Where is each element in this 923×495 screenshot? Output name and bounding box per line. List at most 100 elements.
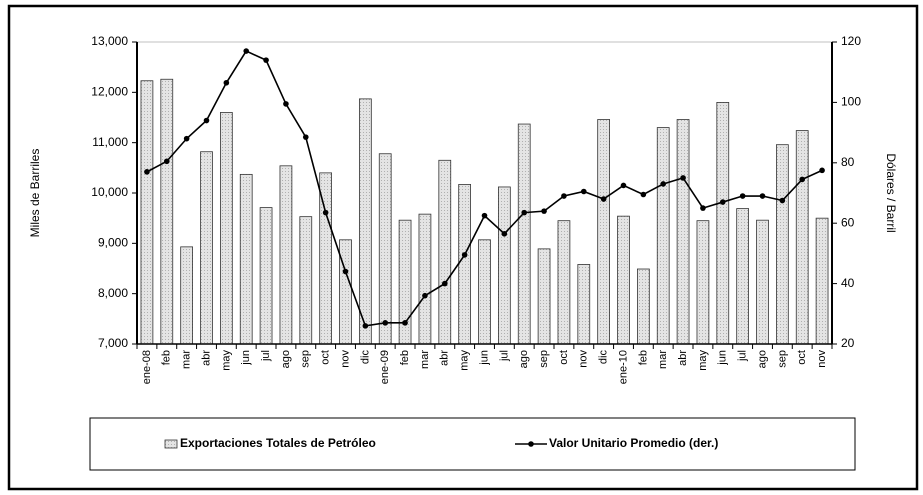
y2-tick-label: 60 [841, 215, 855, 229]
y2-axis-label: Dólares / Barril [884, 153, 898, 232]
x-tick-label: jun [478, 350, 490, 366]
x-tick-label: ene-08 [141, 350, 153, 384]
x-tick-label: mar [419, 350, 431, 369]
bar [656, 127, 670, 345]
y-tick-label: 8,000 [98, 286, 128, 300]
y-tick-label: 7,000 [98, 336, 128, 350]
bar [537, 248, 551, 345]
x-tick-label: sep [776, 350, 788, 368]
point [422, 292, 428, 299]
y-tick-label: 10,000 [91, 185, 128, 199]
y2-tick-label: 80 [841, 155, 855, 169]
x-tick-label: jul [737, 350, 749, 362]
bar [597, 119, 611, 345]
x-tick-label: mar [657, 350, 669, 369]
bar [736, 208, 750, 345]
point [441, 280, 448, 287]
point [660, 181, 667, 187]
bar [517, 123, 531, 345]
point [600, 196, 607, 202]
legend-label: Valor Unitario Promedio (der.) [549, 436, 718, 450]
point [163, 158, 170, 165]
bar [617, 215, 630, 345]
point [283, 101, 289, 107]
point [402, 320, 408, 326]
point [302, 134, 309, 140]
x-tick-label: oct [320, 350, 332, 365]
bar [279, 165, 293, 345]
point [342, 268, 349, 275]
x-tick-label: nov [578, 350, 590, 368]
point [680, 175, 686, 181]
point [759, 193, 766, 199]
x-tick-label: abr [677, 350, 689, 366]
point [481, 212, 488, 219]
point [243, 48, 250, 54]
y-axis-label: Miles de Barriles [28, 149, 42, 238]
x-tick-label: ago [518, 350, 530, 368]
legend-label: Exportaciones Totales de Petróleo [180, 436, 376, 450]
point [620, 182, 627, 189]
legend-box [89, 417, 856, 471]
y-tick-label: 9,000 [98, 236, 128, 250]
bar [557, 220, 571, 345]
bar [676, 119, 690, 345]
bar [219, 112, 233, 345]
point [779, 197, 786, 204]
bar [418, 213, 432, 345]
bar [577, 264, 591, 345]
bar [438, 159, 452, 345]
bar [696, 220, 710, 345]
bar [716, 102, 730, 345]
point [700, 205, 706, 211]
x-tick-label: dic [359, 350, 371, 365]
x-tick-label: may [697, 350, 709, 371]
bar [358, 98, 372, 345]
x-tick-label: oct [796, 350, 808, 365]
x-tick-label: oct [558, 350, 570, 365]
point [719, 199, 726, 205]
y-tick-label: 13,000 [91, 34, 128, 48]
point [819, 167, 825, 174]
bar [299, 216, 313, 345]
x-tick-label: sep [538, 350, 550, 368]
bar [160, 78, 174, 345]
point [322, 209, 329, 216]
x-tick-label: sep [300, 350, 312, 368]
x-tick-label: may [220, 350, 232, 371]
bar [458, 184, 471, 345]
point [640, 191, 647, 198]
x-tick-label: abr [439, 350, 451, 366]
x-tick-label: nov [339, 350, 351, 368]
x-tick-label: ago [756, 350, 768, 368]
y2-tick-label: 20 [841, 336, 855, 350]
x-tick-label: jun [240, 350, 252, 366]
x-tick-label: ene-10 [617, 350, 629, 384]
point [799, 176, 806, 183]
bar [795, 130, 809, 345]
point [561, 193, 567, 199]
point [521, 209, 528, 216]
x-tick-label: feb [637, 350, 649, 365]
x-tick-label: jul [498, 350, 510, 362]
bar [200, 151, 213, 345]
point [541, 208, 547, 214]
point [263, 57, 269, 63]
bar [497, 186, 511, 345]
bar [815, 217, 829, 345]
x-tick-label: may [459, 350, 471, 371]
y2-tick-label: 100 [841, 95, 861, 109]
point [183, 135, 190, 142]
legend-swatch [164, 439, 178, 449]
y-tick-label: 12,000 [91, 85, 128, 99]
point [580, 188, 587, 195]
x-tick-label: ago [280, 350, 292, 368]
x-tick-label: mar [181, 350, 193, 369]
x-tick-label: dic [598, 350, 610, 365]
bar [339, 239, 352, 345]
x-tick-label: ene-09 [379, 350, 391, 384]
bar [259, 207, 273, 345]
point [501, 230, 508, 237]
bar [140, 80, 154, 345]
